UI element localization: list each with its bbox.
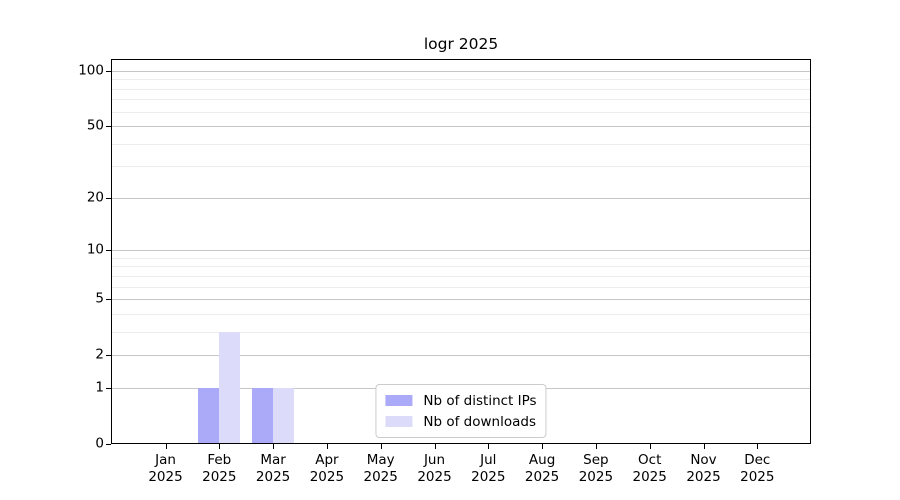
major-gridline — [111, 299, 811, 301]
y-tick-label: 20 — [86, 189, 104, 206]
y-tick-label: 10 — [86, 241, 104, 258]
minor-gridline — [111, 266, 811, 268]
major-gridline — [111, 355, 811, 357]
x-tick-mark — [219, 444, 221, 449]
major-gridline — [111, 70, 811, 72]
x-tick-mark — [434, 444, 436, 449]
x-tick-label: Apr 2025 — [309, 452, 345, 485]
x-tick-label: Mar 2025 — [255, 452, 291, 485]
minor-gridline — [111, 99, 811, 101]
minor-gridline — [111, 257, 811, 259]
y-tick-mark — [106, 355, 111, 357]
legend-row: Nb of distinct IPs — [385, 390, 537, 411]
y-tick-mark — [106, 250, 111, 252]
x-tick-label: Dec 2025 — [740, 452, 775, 485]
legend: Nb of distinct IPs Nb of downloads — [375, 384, 547, 438]
x-tick-label: Jan 2025 — [148, 452, 183, 485]
x-tick-mark — [649, 444, 651, 449]
bar-distinct-ips — [252, 388, 274, 444]
legend-row: Nb of downloads — [385, 411, 536, 432]
x-tick-mark — [273, 444, 275, 449]
major-gridline — [111, 126, 811, 128]
y-tick-label: 1 — [95, 379, 104, 396]
bar-downloads — [219, 331, 241, 444]
x-tick-mark — [703, 444, 705, 449]
legend-label: Nb of distinct IPs — [423, 392, 537, 409]
legend-swatch — [385, 416, 413, 427]
minor-gridline — [111, 111, 811, 113]
x-tick-label: Nov 2025 — [686, 452, 721, 485]
x-tick-label: Sep 2025 — [578, 452, 614, 485]
y-tick-label: 2 — [95, 346, 104, 363]
y-tick-label: 5 — [95, 290, 104, 307]
y-tick-mark — [106, 444, 111, 445]
minor-gridline — [111, 286, 811, 288]
x-tick-mark — [380, 444, 382, 449]
y-tick-mark — [106, 197, 111, 199]
x-tick-mark — [595, 444, 597, 449]
y-tick-label: 0 — [95, 435, 104, 452]
x-tick-label: Feb 2025 — [202, 452, 237, 485]
x-tick-label: Aug 2025 — [524, 452, 560, 485]
minor-gridline — [111, 275, 811, 277]
plot-area: Nb of distinct IPs Nb of downloads — [111, 59, 811, 444]
minor-gridline — [111, 331, 811, 333]
minor-gridline — [111, 79, 811, 81]
minor-gridline — [111, 143, 811, 145]
x-tick-label: Jun 2025 — [417, 452, 452, 485]
x-tick-mark — [488, 444, 490, 449]
y-tick-label: 50 — [86, 117, 104, 134]
bar-downloads — [273, 388, 295, 444]
x-tick-label: Oct 2025 — [632, 452, 667, 485]
y-tick-mark — [106, 388, 111, 389]
minor-gridline — [111, 88, 811, 90]
legend-rows: Nb of distinct IPs Nb of downloads — [385, 390, 537, 432]
x-tick-mark — [165, 444, 167, 449]
major-gridline — [111, 250, 811, 252]
y-tick-mark — [106, 70, 111, 72]
chart-title: logr 2025 — [423, 35, 499, 53]
y-tick-label: 100 — [78, 62, 104, 79]
y-tick-mark — [106, 126, 111, 128]
minor-gridline — [111, 313, 811, 315]
major-gridline — [111, 197, 811, 199]
x-tick-label: Jul 2025 — [471, 452, 506, 485]
legend-swatch — [385, 395, 413, 406]
x-tick-mark — [326, 444, 328, 449]
x-tick-mark — [542, 444, 544, 449]
minor-gridline — [111, 166, 811, 168]
x-tick-mark — [757, 444, 759, 449]
y-tick-mark — [106, 299, 111, 301]
bar-distinct-ips — [198, 388, 220, 444]
x-tick-label: May 2025 — [363, 452, 398, 485]
legend-label: Nb of downloads — [423, 413, 536, 430]
